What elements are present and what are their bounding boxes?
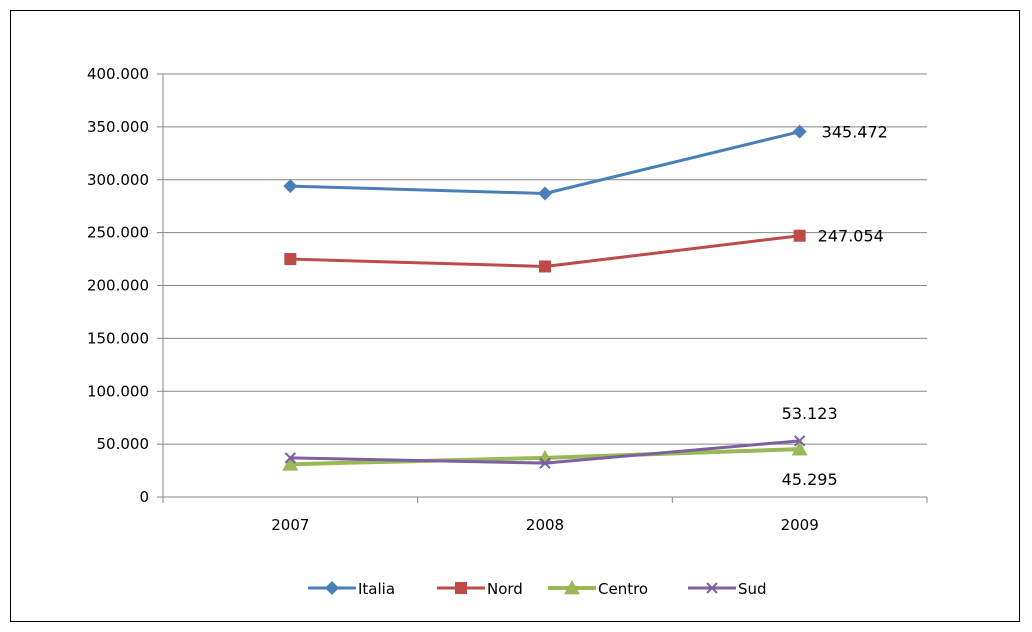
data-point-italia [792, 124, 807, 139]
data-point-nord [793, 229, 806, 242]
data-point-italia [538, 186, 552, 201]
data-point-centro [282, 456, 299, 471]
y-tick-label: 50.000 [97, 435, 150, 453]
x-tick-label: 2007 [271, 516, 309, 534]
data-point-nord [539, 260, 551, 273]
data-label-sud: 53.123 [782, 404, 838, 423]
data-label-italia: 345.472 [822, 123, 888, 142]
y-tick-label: 400.000 [87, 65, 149, 83]
legend-marker-italia [325, 581, 339, 595]
legend-item-nord: Nord [437, 580, 523, 598]
x-marker-stroke [706, 582, 718, 594]
y-tick-label: 100.000 [87, 382, 149, 400]
y-tick-label: 300.000 [87, 171, 149, 189]
data-point-sud [284, 452, 297, 464]
legend-item-centro: Centro [548, 580, 648, 598]
y-tick-label: 250.000 [87, 224, 149, 242]
legend-label-italia: Italia [358, 580, 395, 598]
data-point-sud [539, 457, 551, 469]
x-marker-stroke [539, 457, 551, 469]
series-line-italia [290, 130, 801, 195]
data-point-nord [284, 253, 297, 266]
x-tick-label: 2009 [781, 516, 819, 534]
legend-marker-centro [564, 580, 580, 595]
data-point-italia [283, 179, 298, 194]
legend-label-nord: Nord [487, 580, 523, 598]
y-tick-label: 350.000 [87, 118, 149, 136]
legend-marker-nord [455, 582, 467, 594]
y-tick-label: 200.000 [87, 277, 149, 295]
y-tick-label: 0 [139, 488, 149, 506]
legend-label-centro: Centro [598, 580, 648, 598]
legend-item-sud: Sud [688, 580, 767, 598]
legend-label-sud: Sud [738, 580, 767, 598]
data-point-sud [793, 435, 806, 447]
data-label-centro: 45.295 [782, 470, 838, 489]
y-tick-label: 150.000 [87, 329, 149, 347]
data-label-nord: 247.054 [818, 227, 884, 246]
x-tick-label: 2008 [526, 516, 564, 534]
data-point-centro [791, 441, 808, 456]
x-marker-stroke [284, 452, 297, 464]
legend-item-italia: Italia [308, 580, 395, 598]
data-point-centro [537, 449, 553, 465]
chart-frame [10, 10, 1020, 622]
x-marker-stroke [793, 435, 806, 447]
legend-marker-sud [706, 582, 718, 594]
